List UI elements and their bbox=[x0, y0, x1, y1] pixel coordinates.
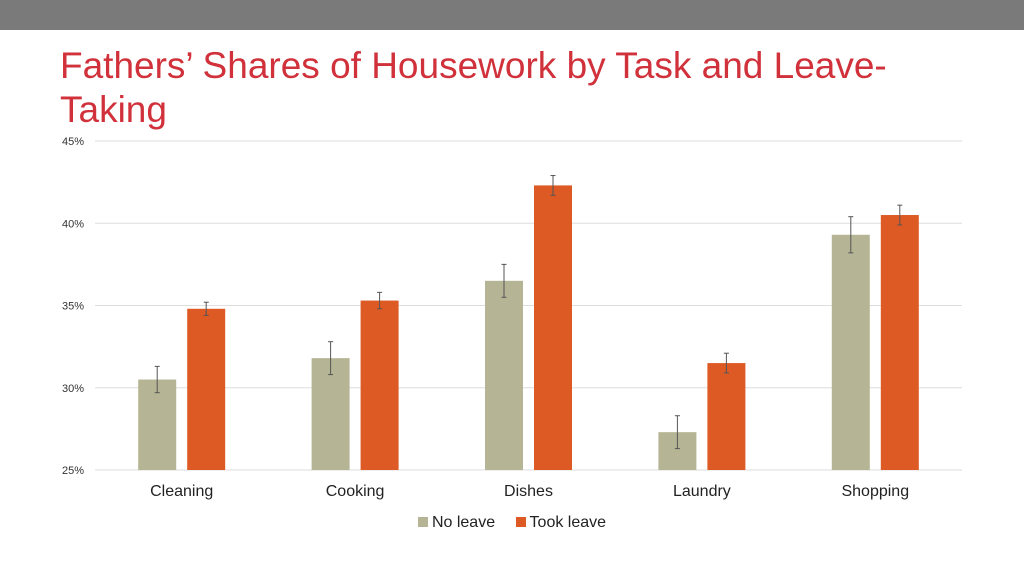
y-tick-label: 25% bbox=[62, 465, 84, 477]
legend-item-took-leave: Took leave bbox=[515, 514, 607, 532]
bar bbox=[831, 234, 870, 470]
chart-legend: No leave Took leave bbox=[0, 514, 1024, 532]
y-tick-label: 35% bbox=[62, 301, 84, 313]
bar bbox=[534, 185, 572, 471]
slide-title: Fathers’ Shares of Housework by Task and… bbox=[60, 45, 887, 130]
legend-label-took-leave: Took leave bbox=[529, 514, 607, 531]
bar bbox=[138, 379, 177, 470]
x-tick-label: Cleaning bbox=[150, 483, 213, 500]
top-banner bbox=[0, 0, 1024, 30]
y-tick-label: 45% bbox=[62, 136, 84, 148]
y-tick-label: 30% bbox=[62, 383, 84, 395]
bar bbox=[360, 300, 399, 470]
bar bbox=[880, 215, 919, 470]
bar bbox=[707, 363, 746, 470]
x-tick-label: Shopping bbox=[841, 483, 909, 500]
bar bbox=[485, 280, 523, 470]
x-tick-label: Cooking bbox=[326, 483, 385, 500]
y-tick-label: 40% bbox=[62, 218, 84, 230]
bar bbox=[187, 308, 226, 470]
legend-label-no-leave: No leave bbox=[431, 514, 496, 531]
legend-item-no-leave: No leave bbox=[417, 514, 496, 532]
bar bbox=[311, 358, 350, 470]
x-tick-label: Dishes bbox=[504, 483, 553, 500]
legend-swatch-took-leave bbox=[515, 517, 526, 527]
legend-swatch-no-leave bbox=[417, 517, 428, 527]
x-tick-label: Laundry bbox=[673, 483, 731, 500]
